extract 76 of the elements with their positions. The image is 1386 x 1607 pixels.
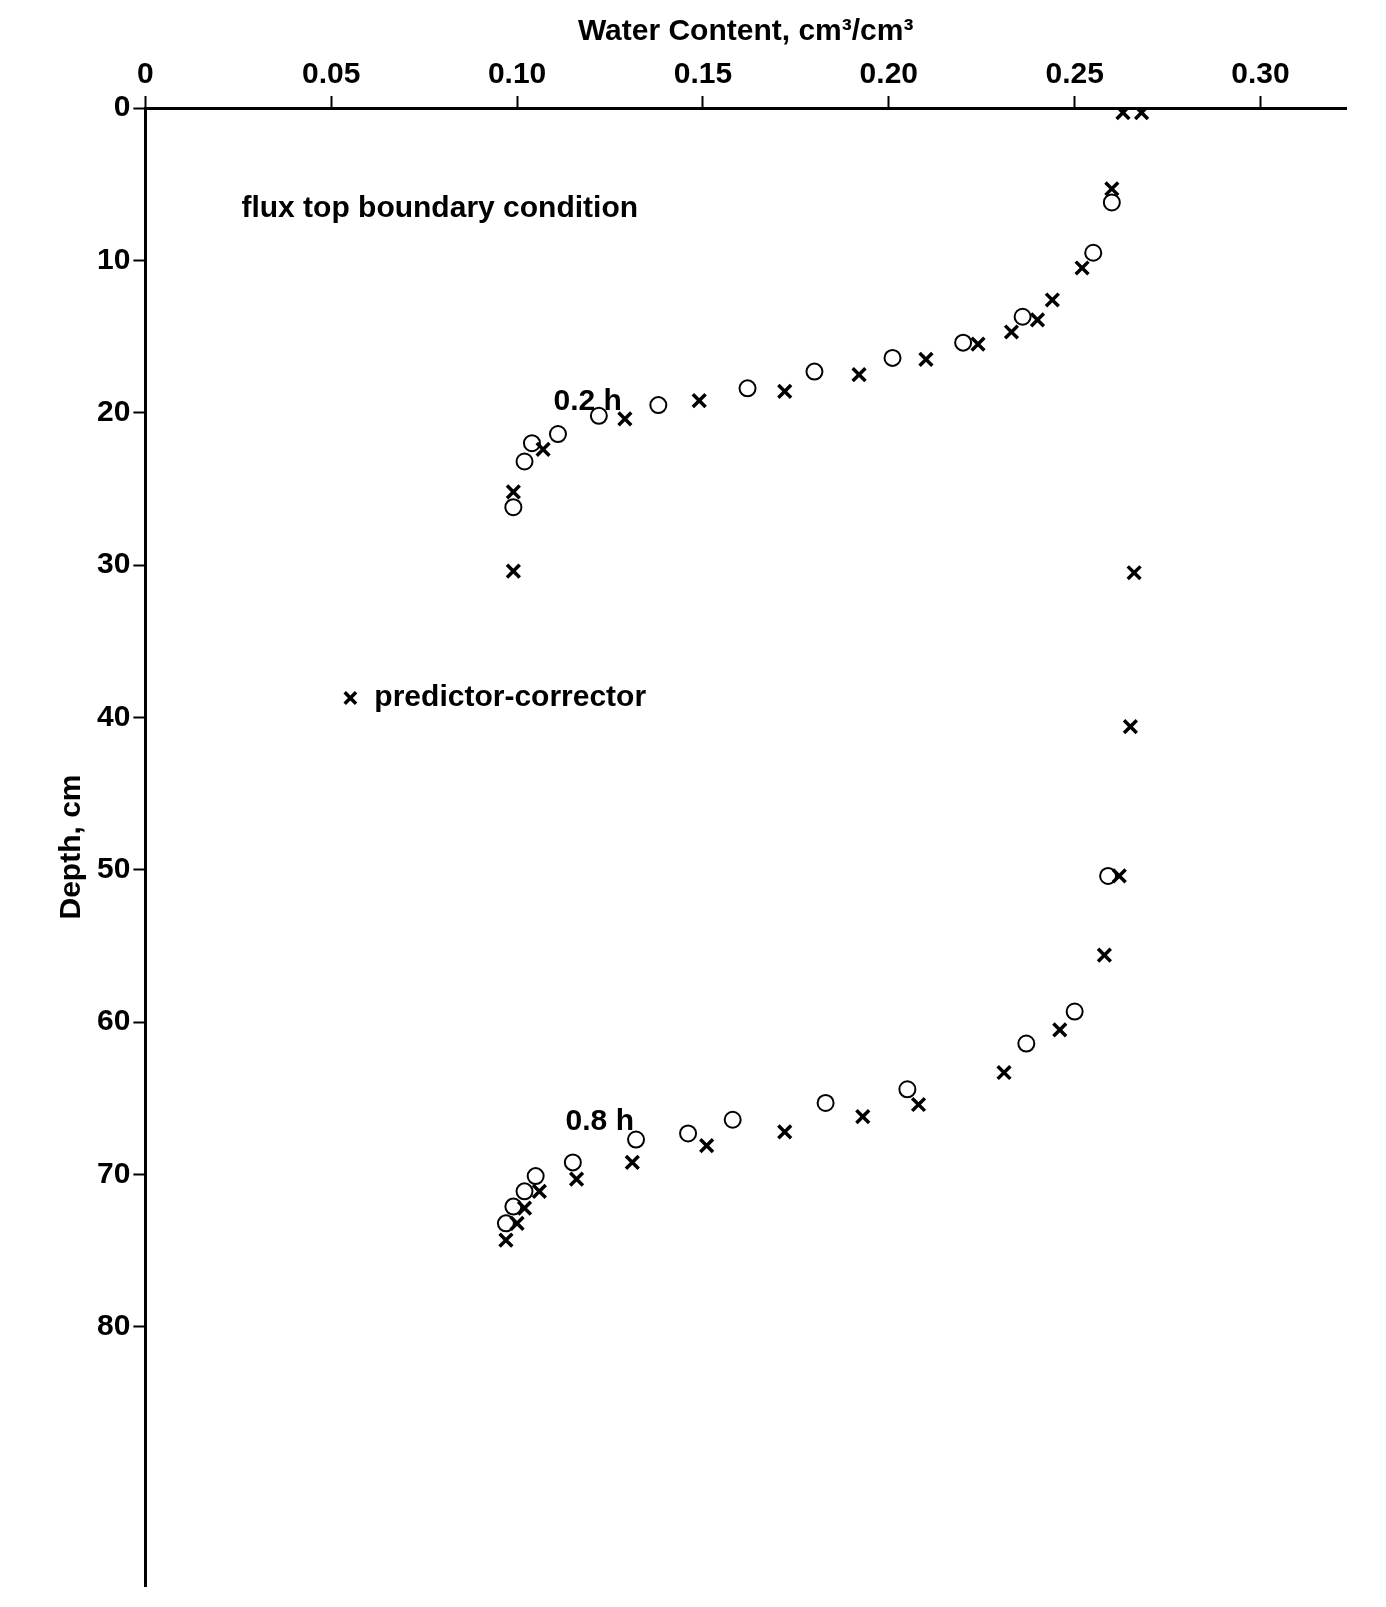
annotation: 0.2 h	[553, 383, 622, 417]
x-axis-title: Water Content, cm³/cm³	[577, 13, 914, 47]
point	[548, 425, 567, 444]
y-tick-label: 60	[96, 1003, 131, 1037]
point	[954, 333, 973, 352]
point	[776, 1123, 793, 1141]
point	[898, 1080, 917, 1099]
point	[505, 483, 522, 501]
point	[854, 1108, 871, 1125]
point	[1084, 243, 1103, 262]
point	[508, 1215, 526, 1232]
y-tick-label: 40	[96, 698, 131, 732]
legend-label: predictor-corrector	[374, 679, 647, 713]
point	[698, 1137, 715, 1154]
x-tick-label: 0.25	[1045, 56, 1104, 90]
point	[917, 351, 935, 368]
point	[776, 383, 793, 400]
point	[563, 1153, 582, 1172]
point	[1044, 291, 1061, 309]
point	[1114, 108, 1132, 121]
y-tick-label: 0	[113, 89, 131, 123]
point	[738, 379, 757, 398]
y-tick-label: 80	[96, 1308, 131, 1342]
x-tick-label: 0	[137, 56, 154, 90]
point	[850, 366, 868, 383]
point	[505, 563, 522, 580]
point	[1103, 180, 1120, 197]
point	[1096, 947, 1113, 964]
point	[1122, 718, 1139, 735]
point	[1065, 1002, 1084, 1021]
point	[679, 1124, 698, 1143]
point	[1073, 259, 1091, 277]
point	[649, 396, 668, 415]
point	[568, 1171, 585, 1188]
annotation: 0.8 h	[565, 1103, 634, 1137]
point	[1013, 307, 1032, 326]
y-tick-label: 30	[96, 546, 131, 580]
y-tick-label: 10	[96, 241, 131, 275]
point	[516, 1200, 533, 1217]
point	[910, 1096, 927, 1113]
point	[616, 410, 633, 427]
point	[1133, 108, 1150, 121]
x-tick-label: 0.30	[1231, 56, 1290, 90]
point	[534, 441, 552, 458]
point	[816, 1093, 835, 1112]
y-tick-label: 20	[96, 394, 131, 428]
x-tick-label: 0.10	[487, 56, 547, 90]
point	[522, 434, 541, 453]
point	[969, 336, 987, 353]
point	[995, 1064, 1013, 1081]
point	[497, 1232, 515, 1249]
point	[526, 1167, 545, 1186]
point	[805, 362, 824, 381]
point	[504, 498, 523, 517]
point	[624, 1154, 641, 1171]
annotation: flux top boundary condition	[241, 189, 639, 223]
point	[1102, 193, 1121, 212]
point	[1003, 323, 1020, 341]
x-tick-label: 0.05	[302, 56, 361, 90]
point	[1126, 564, 1143, 581]
point	[1029, 311, 1046, 328]
point	[1111, 867, 1128, 885]
point	[627, 1130, 646, 1149]
point	[531, 1183, 548, 1200]
x-tick-label: 0.20	[859, 56, 918, 90]
y-axis-title: Depth, cm	[53, 774, 87, 920]
point	[723, 1110, 742, 1129]
point	[515, 452, 534, 471]
point	[883, 348, 902, 367]
x-tick-label: 0.15	[673, 56, 733, 90]
point	[515, 1182, 534, 1201]
point	[1017, 1034, 1036, 1053]
y-tick-label: 70	[96, 1155, 131, 1189]
point	[1051, 1021, 1068, 1038]
y-tick-label: 50	[96, 851, 131, 885]
point	[691, 392, 708, 409]
